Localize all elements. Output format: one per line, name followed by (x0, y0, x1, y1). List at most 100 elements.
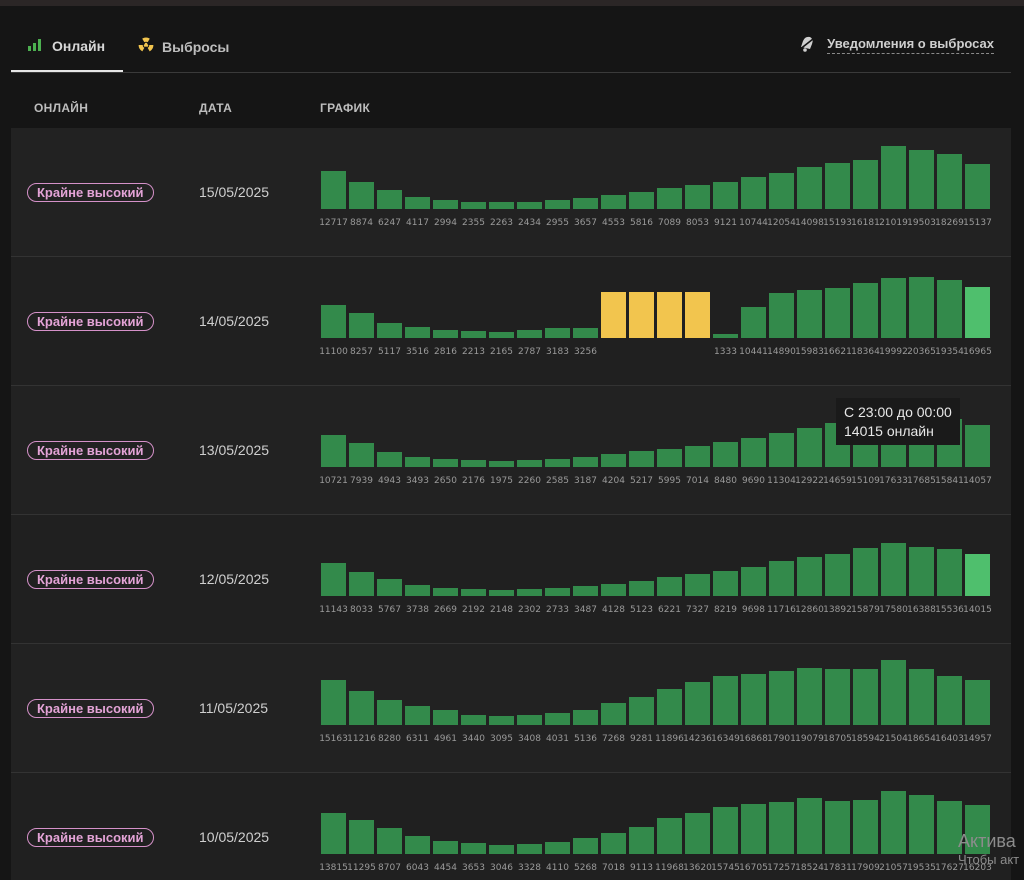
hour-bar[interactable] (573, 586, 598, 596)
hour-bar[interactable] (881, 660, 906, 725)
hour-bar[interactable] (321, 813, 346, 854)
hour-bar[interactable] (741, 177, 766, 209)
hour-bar[interactable] (573, 710, 598, 725)
hour-bar[interactable] (489, 716, 514, 725)
hour-bar[interactable] (657, 449, 682, 467)
hour-bar[interactable] (965, 287, 990, 338)
hour-bar[interactable] (433, 459, 458, 467)
hour-bar[interactable] (909, 547, 934, 596)
hour-bar[interactable] (601, 195, 626, 209)
hour-bar[interactable] (405, 457, 430, 467)
hour-bar[interactable] (349, 572, 374, 596)
hour-bar[interactable] (909, 277, 934, 338)
hour-bar[interactable] (909, 795, 934, 854)
hour-bar[interactable] (377, 452, 402, 467)
hour-bar[interactable] (965, 680, 990, 725)
hour-bar[interactable] (321, 563, 346, 596)
hour-bar[interactable] (853, 548, 878, 596)
hour-bar[interactable] (797, 428, 822, 467)
hour-bar[interactable] (349, 443, 374, 467)
hour-bar[interactable] (461, 331, 486, 338)
hour-bar[interactable] (685, 813, 710, 854)
hour-bar[interactable] (489, 590, 514, 596)
hour-bar[interactable] (657, 577, 682, 596)
hour-bar[interactable] (685, 574, 710, 596)
hour-bar[interactable] (545, 459, 570, 467)
hour-bar[interactable] (573, 198, 598, 209)
hour-bar[interactable] (405, 327, 430, 338)
hour-bar[interactable] (321, 435, 346, 467)
hour-bar[interactable] (713, 571, 738, 596)
hour-bar[interactable] (909, 150, 934, 209)
hour-bar[interactable] (601, 584, 626, 596)
tab-emissions[interactable]: Выбросы (138, 22, 229, 71)
hour-bar[interactable] (797, 557, 822, 596)
hour-bar[interactable] (545, 588, 570, 596)
hour-bar[interactable] (545, 200, 570, 209)
hour-bar[interactable] (629, 827, 654, 854)
hour-bar[interactable] (461, 202, 486, 209)
hour-bar[interactable] (321, 680, 346, 725)
hour-bar[interactable] (741, 804, 766, 854)
hour-bar[interactable] (769, 173, 794, 209)
hour-bar[interactable] (377, 190, 402, 209)
hour-bar[interactable] (489, 332, 514, 338)
hour-bar[interactable] (545, 713, 570, 725)
hour-bar[interactable] (825, 669, 850, 725)
hour-bar[interactable] (377, 579, 402, 596)
hour-bar[interactable] (405, 585, 430, 596)
hour-bar[interactable] (545, 842, 570, 854)
emission-bar[interactable] (685, 292, 710, 338)
hour-bar[interactable] (433, 588, 458, 596)
hour-bar[interactable] (405, 197, 430, 209)
hour-bar[interactable] (685, 185, 710, 209)
hour-bar[interactable] (853, 800, 878, 854)
hour-bar[interactable] (797, 167, 822, 209)
hour-bar[interactable] (433, 200, 458, 209)
tab-online[interactable]: Онлайн (11, 22, 123, 72)
hour-bar[interactable] (489, 845, 514, 854)
hour-bar[interactable] (769, 561, 794, 596)
hour-bar[interactable] (741, 674, 766, 725)
hour-bar[interactable] (965, 554, 990, 596)
hour-bar[interactable] (517, 844, 542, 854)
hour-bar[interactable] (349, 182, 374, 209)
hour-bar[interactable] (461, 460, 486, 467)
hour-bar[interactable] (853, 160, 878, 209)
hour-bar[interactable] (741, 307, 766, 338)
hour-bar[interactable] (769, 293, 794, 338)
hour-bar[interactable] (377, 700, 402, 725)
hour-bar[interactable] (853, 669, 878, 725)
hour-bar[interactable] (601, 454, 626, 467)
hour-bar[interactable] (433, 841, 458, 854)
hour-bar[interactable] (573, 328, 598, 338)
hour-bar[interactable] (461, 715, 486, 725)
hour-bar[interactable] (685, 446, 710, 467)
hour-bar[interactable] (629, 192, 654, 209)
hour-bar[interactable] (881, 543, 906, 596)
hour-bar[interactable] (825, 288, 850, 338)
hour-bar[interactable] (825, 554, 850, 596)
hour-bar[interactable] (713, 807, 738, 854)
hour-bar[interactable] (405, 706, 430, 725)
hour-bar[interactable] (769, 433, 794, 467)
hour-bar[interactable] (937, 154, 962, 209)
hour-bar[interactable] (349, 313, 374, 338)
hour-bar[interactable] (685, 682, 710, 725)
hour-bar[interactable] (517, 715, 542, 725)
hour-bar[interactable] (545, 328, 570, 338)
emission-notifications-button[interactable]: Уведомления о выбросах (797, 22, 994, 68)
hour-bar[interactable] (797, 668, 822, 725)
hour-bar[interactable] (965, 164, 990, 209)
hour-bar[interactable] (937, 280, 962, 338)
hour-bar[interactable] (741, 438, 766, 467)
hour-bar[interactable] (433, 710, 458, 725)
hour-bar[interactable] (713, 676, 738, 725)
hour-bar[interactable] (573, 838, 598, 854)
hour-bar[interactable] (965, 425, 990, 467)
hour-bar[interactable] (629, 697, 654, 725)
hour-bar[interactable] (657, 188, 682, 209)
hour-bar[interactable] (741, 567, 766, 596)
hour-bar[interactable] (881, 791, 906, 854)
hour-bar[interactable] (321, 305, 346, 338)
